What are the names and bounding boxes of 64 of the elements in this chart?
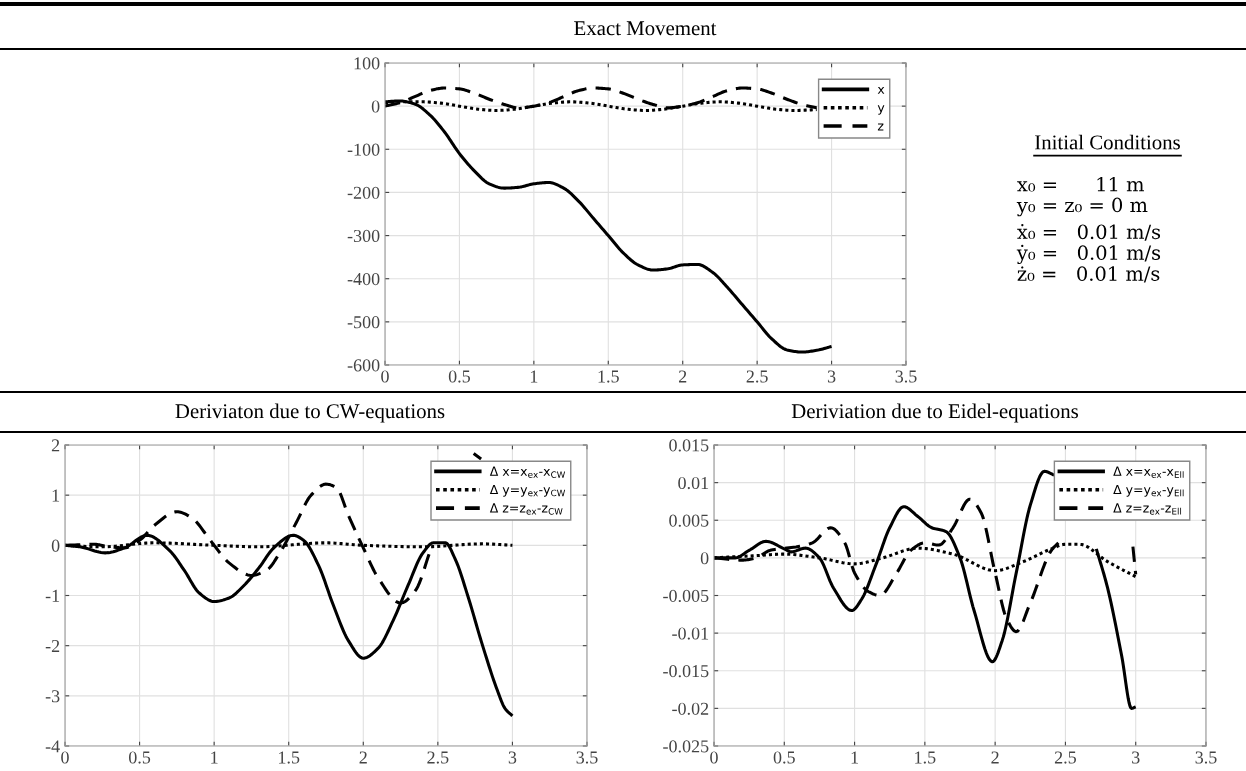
x-tick-label: 1.5 (915, 751, 936, 764)
y-tick-label: -2 (45, 639, 60, 652)
x-tick-label: 1.5 (598, 370, 619, 383)
legend-label: Δ z=z$_{ex}$-z$_{Ell}$ (1113, 503, 1182, 515)
legend-label: Δ x=x$_{ex}$-x$_{CW}$ (489, 466, 566, 478)
x-tick-label: 3.5 (576, 751, 598, 764)
x-tick-label: 3 (827, 370, 836, 383)
y-tick-label: -400 (347, 272, 380, 286)
y-tick-label: -0.02 (672, 702, 709, 715)
y-tick-label: -200 (347, 186, 380, 199)
y-tick-label: -0.015 (663, 665, 709, 678)
x-tick-label: 3 (508, 751, 517, 764)
y-tick-label: -100 (347, 143, 380, 156)
x-tick-label: 0 (710, 751, 718, 764)
y-tick-label: -600 (347, 359, 380, 372)
x-tick-label: 2.5 (746, 370, 768, 383)
x-tick-label: 0.5 (773, 751, 795, 764)
x-tick-label: 1 (211, 751, 218, 764)
x-tick-label: 3 (1132, 751, 1140, 764)
y-tick-label: -3 (45, 690, 60, 703)
x-tick-label: 1 (851, 751, 858, 764)
text: ẏ₀ = 0.01 m/s (1016, 244, 1161, 265)
y-tick-label: -0.025 (663, 740, 709, 753)
chart-title: Deriviaton due to CW-equations (175, 403, 445, 423)
y-tick-label: 0.01 (678, 476, 709, 490)
chart-title: Deriviation due to Eidel-equations (791, 403, 1079, 423)
x-tick-label: 2.5 (1054, 751, 1077, 764)
x-tick-label: 0.5 (448, 370, 471, 383)
x-tick-label: 2 (991, 751, 999, 764)
legend-label: Δ y=y$_{ex}$-y$_{Ell}$ (1113, 484, 1184, 497)
text: x₀ = 11 m (1017, 176, 1144, 192)
y-tick-label: 0.005 (669, 514, 709, 527)
y-tick-label: 1 (52, 489, 60, 502)
x-tick-label: 3.5 (1195, 751, 1217, 764)
legend-label: z (877, 123, 884, 131)
y-tick-label: -4 (45, 740, 60, 753)
x-tick-label: 3.5 (895, 370, 917, 383)
x-tick-label: 0.5 (128, 751, 151, 764)
legend-label: Δ y=y$_{ex}$-y$_{CW}$ (489, 484, 566, 497)
text: Initial Conditions (1035, 134, 1180, 150)
text: ẋ₀ = 0.01 m/s (1017, 223, 1161, 241)
y-tick-label: -300 (347, 229, 380, 243)
text: y₀ = z₀ = 0 m (1016, 197, 1148, 217)
y-tick-label: 100 (354, 57, 380, 70)
legend-label: x (877, 86, 885, 94)
x-tick-label: 0 (61, 751, 69, 764)
x-tick-label: 0 (381, 370, 389, 383)
text: ż₀ = 0.01 m/s (1017, 266, 1160, 283)
y-tick-label: 0.015 (669, 439, 709, 452)
y-tick-label: -500 (347, 316, 380, 329)
x-tick-label: 1 (530, 370, 538, 383)
y-tick-label: -1 (45, 589, 60, 602)
y-tick-label: -0.01 (672, 627, 709, 640)
y-tick-label: -0.005 (663, 589, 709, 603)
y-tick-label: 0 (700, 552, 709, 565)
y-tick-label: 0 (51, 539, 60, 552)
y-tick-label: 0 (371, 100, 380, 113)
chart-title: Exact Movement (574, 21, 717, 36)
y-tick-label: 2 (51, 439, 60, 452)
legend-label: y (877, 105, 885, 115)
legend-label: Δ x=x$_{ex}$-x$_{Ell}$ (1113, 466, 1184, 478)
x-tick-label: 2.5 (427, 751, 449, 764)
x-tick-label: 1.5 (279, 751, 300, 764)
legend-label: Δ z=z$_{ex}$-z$_{CW}$ (489, 503, 563, 515)
